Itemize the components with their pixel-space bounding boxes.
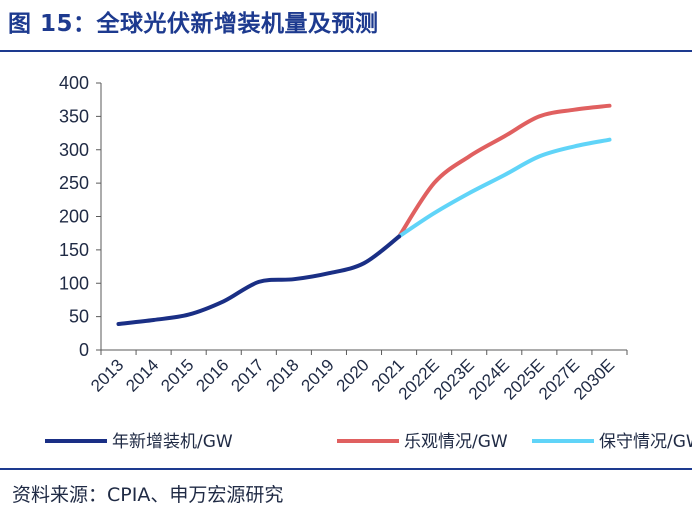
x-axis-labels: 2013201420152016201720182019202020212022… bbox=[87, 355, 618, 403]
y-tick-label: 350 bbox=[59, 106, 89, 126]
x-tick-label: 2030E bbox=[570, 355, 618, 403]
x-tick-label: 2015 bbox=[157, 355, 197, 395]
y-tick-label: 400 bbox=[59, 73, 89, 93]
optimistic-series-line bbox=[397, 103, 612, 239]
conservative-series-line bbox=[397, 137, 612, 239]
x-tick-label: 2020 bbox=[333, 355, 373, 395]
chart-axes bbox=[96, 82, 628, 355]
legend-item-optimistic: 乐观情况/GW bbox=[337, 432, 508, 452]
x-tick-label: 2016 bbox=[192, 355, 232, 395]
y-tick-label: 100 bbox=[59, 273, 89, 293]
y-tick-label: 200 bbox=[59, 207, 89, 227]
x-tick-label: 2019 bbox=[298, 355, 338, 395]
y-tick-label: 150 bbox=[59, 240, 89, 260]
chart-legend: 年新增装机/GW 乐观情况/GW 保守情况/GW bbox=[45, 432, 692, 452]
legend-item-conservative: 保守情况/GW bbox=[532, 432, 692, 452]
x-tick-label: 2018 bbox=[263, 355, 303, 395]
legend-label: 年新增装机/GW bbox=[112, 432, 233, 452]
y-tick-label: 300 bbox=[59, 140, 89, 160]
title-divider bbox=[0, 50, 692, 52]
x-tick-label: 2017 bbox=[227, 355, 267, 395]
x-tick-label: 2013 bbox=[87, 355, 127, 395]
chart-title: 图 15：全球光伏新增装机量及预测 bbox=[8, 11, 379, 37]
legend-label: 乐观情况/GW bbox=[404, 432, 508, 452]
legend-label: 保守情况/GW bbox=[599, 432, 692, 452]
series-lines bbox=[116, 103, 612, 326]
y-tick-label: 0 bbox=[79, 340, 89, 360]
actual-series-line bbox=[116, 234, 402, 326]
y-tick-label: 250 bbox=[59, 173, 89, 193]
x-tick-label: 2014 bbox=[122, 355, 162, 395]
y-axis-labels: 0 50 100 150 200 250 300 350 400 bbox=[59, 73, 89, 360]
legend-item-actual: 年新增装机/GW bbox=[45, 432, 233, 452]
source-note: 资料来源：CPIA、申万宏源研究 bbox=[12, 484, 284, 506]
source-divider bbox=[0, 468, 692, 470]
y-tick-label: 50 bbox=[69, 307, 89, 327]
